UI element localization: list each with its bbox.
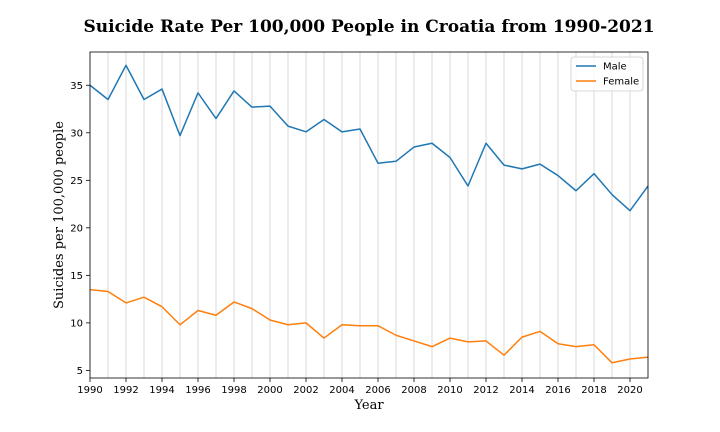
x-tick-label: 1996: [185, 385, 210, 396]
x-tick-label: 2016: [545, 385, 570, 396]
x-tick-label: 2000: [257, 385, 282, 396]
series-lines: [89, 64, 649, 364]
y-tick-label: 15: [70, 271, 83, 282]
x-tick-label: 2012: [473, 385, 498, 396]
x-axis-ticks: 1990 1992 1994 1996 1998 2000 2002 2004 2006 2008…: [77, 378, 643, 396]
legend-label-female: Female: [603, 77, 639, 88]
series-line-male: [89, 64, 649, 212]
x-tick-label: 2018: [581, 385, 606, 396]
x-tick-label: 1990: [77, 385, 102, 396]
y-tick-label: 5: [77, 366, 83, 377]
x-tick-label: 2008: [401, 385, 426, 396]
x-tick-label: 2004: [329, 385, 354, 396]
x-tick-label: 2020: [617, 385, 642, 396]
chart-title: Suicide Rate Per 100,000 People in Croat…: [83, 17, 654, 37]
y-axis-label: Suicides per 100,000 people: [52, 121, 67, 309]
y-tick-label: 30: [70, 128, 83, 139]
x-axis-label: Year: [353, 398, 384, 413]
legend-label-male: Male: [603, 62, 627, 73]
y-tick-label: 20: [70, 223, 83, 234]
x-tick-label: 2010: [437, 385, 462, 396]
x-tick-label: 1992: [113, 385, 138, 396]
vertical-gridlines: [89, 52, 649, 378]
x-tick-label: 1994: [149, 385, 174, 396]
y-axis-ticks: 5 10 15 20 25 30 35: [70, 81, 90, 377]
x-tick-label: 2006: [365, 385, 390, 396]
plot-area-frame: [89, 51, 649, 379]
y-tick-label: 35: [70, 81, 83, 92]
series-line-female: [89, 288, 649, 364]
y-tick-label: 10: [70, 318, 83, 329]
x-tick-label: 1998: [221, 385, 246, 396]
x-tick-label: 2014: [509, 385, 534, 396]
y-tick-label: 25: [70, 176, 83, 187]
legend: Male Female: [570, 56, 644, 92]
x-tick-label: 2002: [293, 385, 318, 396]
